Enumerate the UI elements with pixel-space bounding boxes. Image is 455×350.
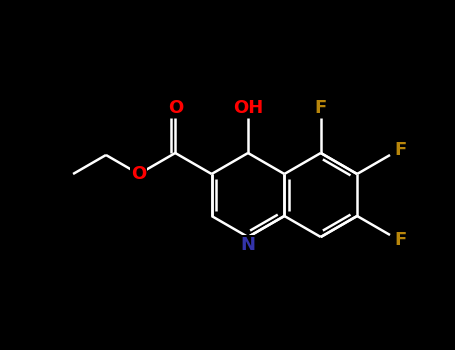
Text: N: N [241, 236, 256, 254]
Text: F: F [394, 231, 406, 249]
Text: F: F [314, 99, 327, 117]
Text: O: O [131, 165, 147, 183]
Text: O: O [167, 99, 183, 117]
Text: F: F [394, 141, 406, 159]
Text: OH: OH [233, 99, 263, 117]
